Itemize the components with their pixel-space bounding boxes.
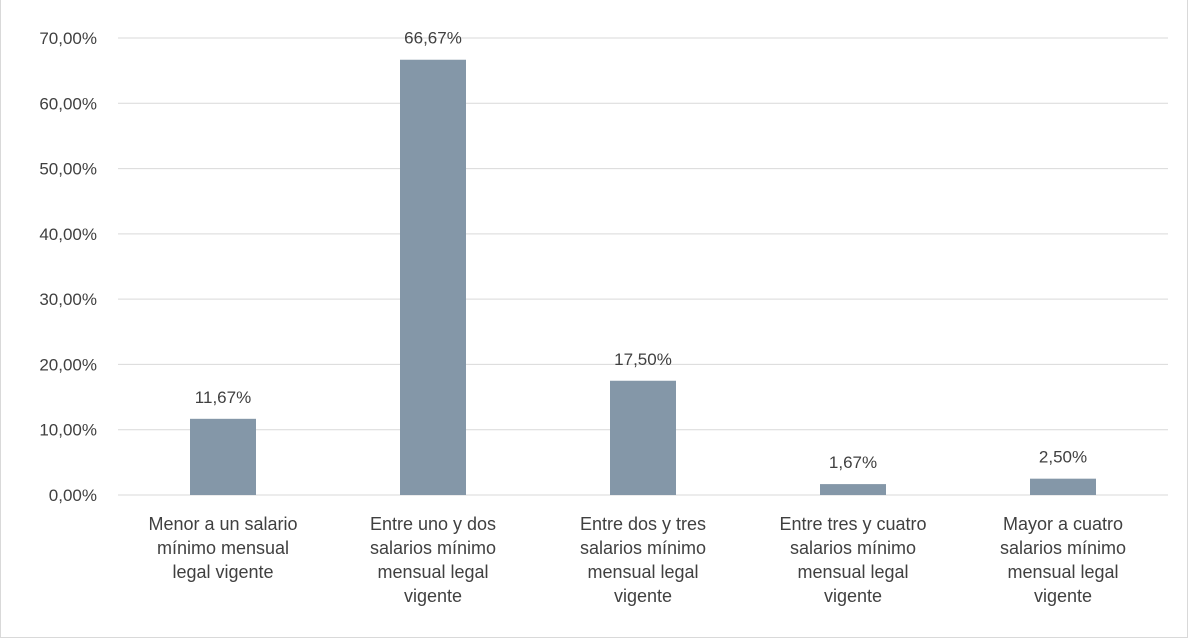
x-category-label: Menor a un salario <box>148 514 297 534</box>
x-category-label: mensual legal <box>377 562 488 582</box>
x-category-label: mensual legal <box>797 562 908 582</box>
y-tick-label: 60,00% <box>39 94 97 113</box>
bar <box>400 59 466 495</box>
x-category-label: Entre dos y tres <box>580 514 706 534</box>
x-category-label: salarios mínimo <box>580 538 706 558</box>
x-category-label: Entre tres y cuatro <box>779 514 926 534</box>
y-tick-label: 30,00% <box>39 290 97 309</box>
y-tick-label: 70,00% <box>39 29 97 48</box>
x-category-label: mensual legal <box>1007 562 1118 582</box>
x-category-label: Mayor a cuatro <box>1003 514 1123 534</box>
y-tick-label: 50,00% <box>39 160 97 179</box>
x-category-label: Entre uno y dos <box>370 514 496 534</box>
y-tick-label: 10,00% <box>39 421 97 440</box>
data-label: 11,67% <box>195 388 251 407</box>
x-category-label: salarios mínimo <box>1000 538 1126 558</box>
x-category-label: salarios mínimo <box>790 538 916 558</box>
x-category-label: mínimo mensual <box>157 538 289 558</box>
data-label: 66,67% <box>404 29 462 48</box>
bar <box>1030 478 1096 495</box>
data-label: 17,50% <box>614 350 672 369</box>
x-category-label: vigente <box>1034 586 1092 606</box>
y-tick-label: 0,00% <box>49 486 97 505</box>
x-category-label: salarios mínimo <box>370 538 496 558</box>
data-label: 1,67% <box>829 453 877 472</box>
x-category-label: vigente <box>824 586 882 606</box>
y-tick-label: 20,00% <box>39 355 97 374</box>
data-label: 2,50% <box>1039 448 1087 467</box>
bar <box>610 380 676 495</box>
x-category-label: mensual legal <box>587 562 698 582</box>
bar <box>190 418 256 495</box>
x-category-label: vigente <box>404 586 462 606</box>
y-tick-label: 40,00% <box>39 225 97 244</box>
bar <box>820 484 886 495</box>
x-category-label: vigente <box>614 586 672 606</box>
x-category-label: legal vigente <box>172 562 273 582</box>
